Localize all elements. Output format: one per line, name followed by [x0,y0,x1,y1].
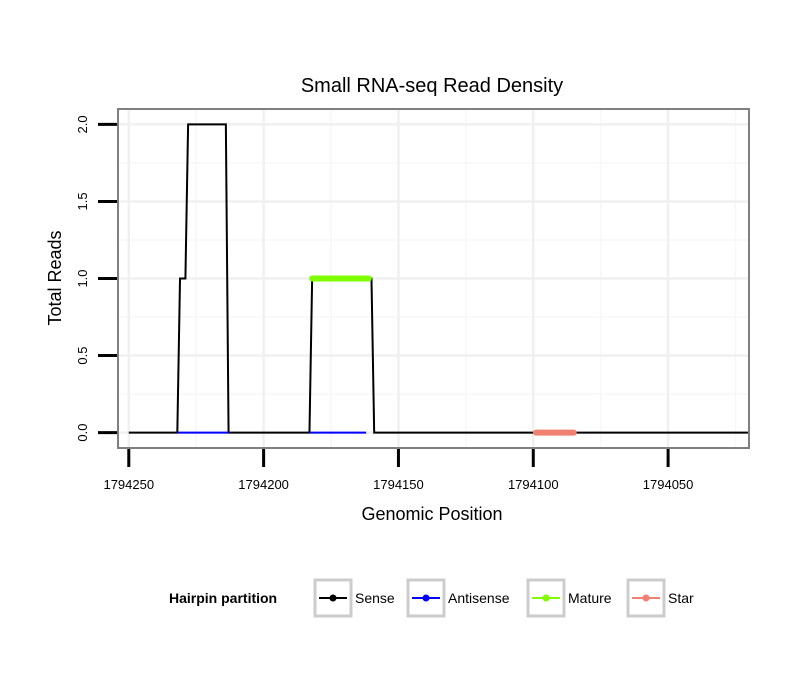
data-series [128,123,749,436]
y-axis: 0.0 0.5 1.0 1.5 2.0 [75,115,117,442]
legend-item-antisense: Antisense [406,578,510,618]
chart-title: Small RNA-seq Read Density [301,75,563,97]
x-tick-label: 1794050 [643,477,694,492]
y-axis-label: Total Reads [45,230,65,325]
legend-title: Hairpin partition [169,590,277,606]
y-tick-label: 1.0 [75,269,90,287]
x-axis-label: Genomic Position [361,504,502,524]
y-tick-label: 0.5 [75,347,90,365]
y-tick-label: 0.0 [75,424,90,442]
x-tick-label: 1794100 [508,477,559,492]
panel-border [117,108,750,449]
legend-key-point [642,594,650,602]
legend-item-sense: Sense [313,578,395,618]
legend-key-point [542,594,550,602]
legend-label-star: Star [668,590,694,606]
legend-key-point [422,594,430,602]
legend-key-point [329,594,337,602]
x-tick-label: 1794150 [373,477,424,492]
legend-label-sense: Sense [355,590,395,606]
x-axis: 1794250 1794200 1794150 1794100 1794050 [103,449,693,492]
plot-panel-border [117,108,750,449]
legend-item-star: Star [626,578,694,618]
legend: Hairpin partition Sense Antisense Mature St… [169,578,694,618]
x-tick-label: 1794250 [103,477,154,492]
y-tick-label: 2.0 [75,115,90,133]
legend-label-antisense: Antisense [448,590,510,606]
x-tick-label: 1794200 [238,477,289,492]
legend-item-mature: Mature [526,578,612,618]
y-tick-label: 1.5 [75,192,90,210]
legend-label-mature: Mature [568,590,612,606]
